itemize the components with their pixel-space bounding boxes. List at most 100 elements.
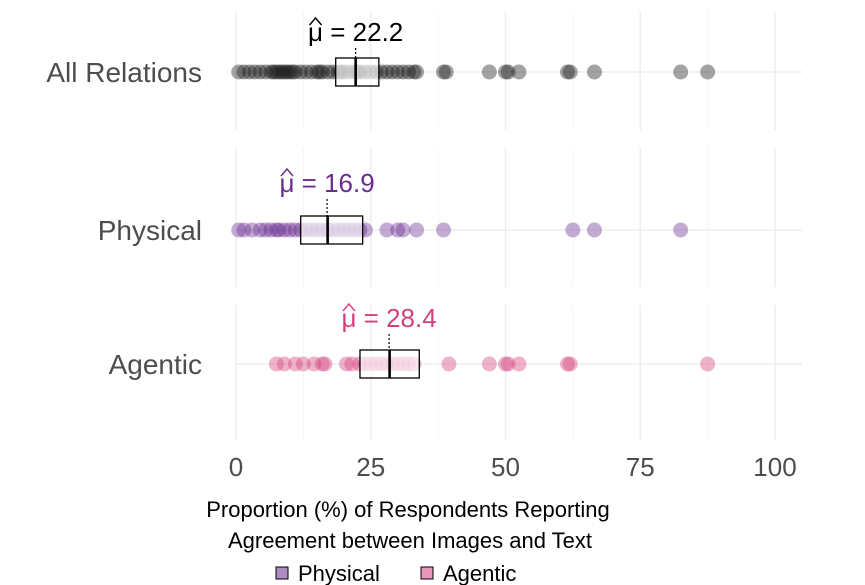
data-point [700,64,716,80]
data-point [409,222,425,238]
data-point [673,222,689,238]
x-tick-label: 100 [753,452,796,482]
data-point [481,64,497,80]
data-point [298,64,314,80]
data-point [271,222,287,238]
data-point [282,64,298,80]
data-point [436,64,452,80]
data-point [279,64,295,80]
data-point [559,64,575,80]
data-point [406,64,422,80]
data-point [586,64,602,80]
data-point [263,222,279,238]
data-point [303,64,319,80]
data-point [314,64,330,80]
legend-label-physical: Physical [298,561,380,585]
data-point [500,356,516,372]
data-point [344,356,360,372]
data-point [586,222,602,238]
panel-label-physical: Physical [98,215,202,246]
data-point [277,64,293,80]
data-point [252,64,268,80]
data-point [441,356,457,372]
data-point [293,64,309,80]
x-axis-title-line-2: Agreement between Images and Text [228,528,592,553]
x-axis-title: Proportion (%) of Respondents Reporting … [206,497,610,553]
data-point [277,356,293,372]
data-point [277,222,293,238]
data-point [384,64,400,80]
legend: Physical Agentic [275,561,516,585]
x-axis-title-line-1: Proportion (%) of Respondents Reporting [206,497,610,522]
data-point [282,222,298,238]
data-point [285,64,301,80]
data-point [263,64,279,80]
data-point [287,222,303,238]
data-point [244,222,260,238]
legend-key-agentic [420,566,434,580]
data-point [236,222,252,238]
data-point [236,64,252,80]
mean-label-physical: μ = 16.9 [279,168,374,198]
data-point [268,222,284,238]
legend-key-physical [275,566,289,580]
data-point [271,64,287,80]
legend-label-agentic: Agentic [443,561,516,585]
data-point [409,64,425,80]
data-point [306,356,322,372]
data-point [498,64,513,80]
data-point [231,222,247,238]
data-point [379,222,395,238]
mean-value: = 22.2 [323,17,403,47]
data-point [500,64,516,80]
data-point [231,64,247,80]
data-point [395,222,411,238]
data-point [379,64,395,80]
data-point [252,222,268,238]
panel-physical: Physical μ = 16.9 [98,167,689,246]
data-point [268,64,284,80]
data-point [266,64,282,80]
grid-lines [235,12,802,440]
x-tick-label: 50 [491,452,520,482]
data-point [400,64,416,80]
mean-label-agentic: μ = 28.4 [341,303,436,333]
mean-value: = 16.9 [294,168,374,198]
data-point [438,64,454,80]
panel-label-agentic: Agentic [109,349,202,380]
data-point [395,64,411,80]
data-point [295,356,311,372]
data-point [247,64,263,80]
data-point [314,356,330,372]
data-point [565,222,581,238]
data-point [481,356,497,372]
hat-accent [342,302,356,312]
mean-symbol: μ [341,303,356,333]
data-point [241,64,257,80]
data-point [274,64,290,80]
mean-symbol: μ [308,17,323,47]
x-tick-label: 0 [229,452,243,482]
hat-accent [309,16,323,26]
data-point [436,222,452,238]
data-point [390,64,406,80]
panel-agentic: Agentic μ = 28.4 [109,302,716,380]
data-point [309,64,325,80]
data-point [287,64,303,80]
panel-label-all: All Relations [46,57,202,88]
data-point [511,64,527,80]
panel-all: All Relations μ = 22.2 [46,16,716,88]
x-axis: 0 25 50 75 100 [229,452,797,482]
data-point [511,356,527,372]
mean-value: = 28.4 [356,303,436,333]
data-point [562,356,578,372]
data-point [258,222,274,238]
data-point [317,356,333,372]
panels: All Relations μ = 22.2 Physical μ = 16.9 Age… [46,16,716,380]
box-physical [300,215,364,245]
data-point [700,356,716,372]
data-point [338,356,354,372]
data-point [390,222,406,238]
data-point [312,64,328,80]
